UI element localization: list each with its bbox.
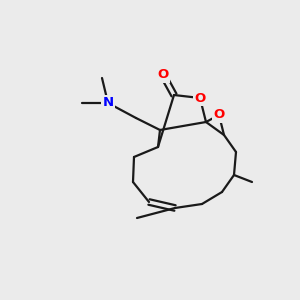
- Text: O: O: [194, 92, 206, 104]
- Text: O: O: [213, 109, 225, 122]
- Text: N: N: [102, 97, 114, 110]
- Text: O: O: [158, 68, 169, 82]
